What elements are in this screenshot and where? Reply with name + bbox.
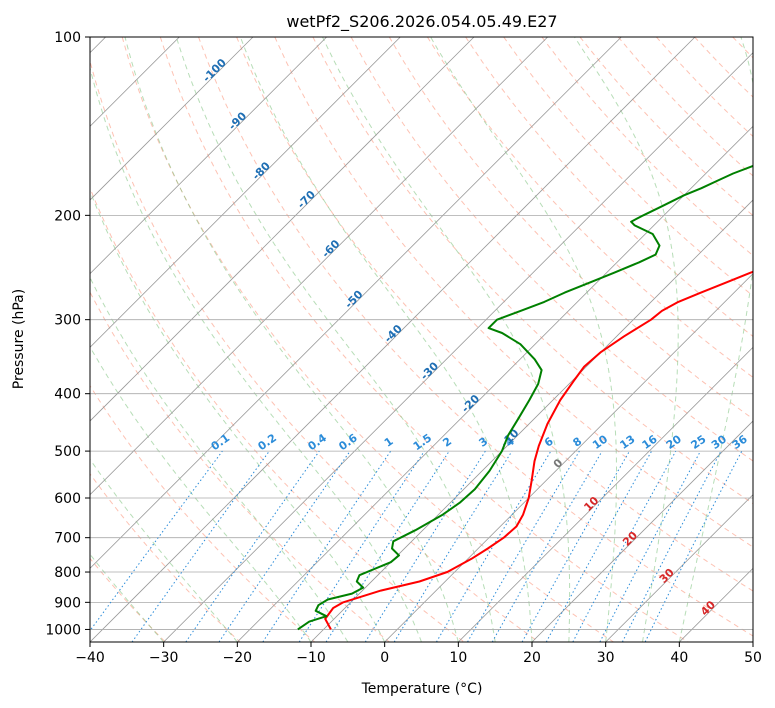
mixing-ratio-line xyxy=(644,450,743,642)
dry-adiabat-line xyxy=(312,37,753,505)
y-tick-label: 900 xyxy=(54,595,81,611)
x-axis-label: Temperature (°C) xyxy=(361,681,483,697)
dry-adiabat-line xyxy=(236,37,753,592)
dry-adiabat-line xyxy=(198,37,753,637)
isotherm-line xyxy=(90,37,254,201)
x-tick-label: −30 xyxy=(149,650,179,666)
y-axis: 1000 900 800 700 600 500 400 300 200 100 xyxy=(45,30,90,638)
mixing-ratio-line xyxy=(298,450,425,642)
mixing-ratio-line xyxy=(185,450,320,642)
plot-frame xyxy=(89,36,754,643)
x-tick-label: 50 xyxy=(744,650,762,666)
moist-adiabat-line xyxy=(90,189,386,642)
mixing-ratio-line xyxy=(90,450,223,632)
y-tick-label: 700 xyxy=(54,531,81,547)
profile-lines xyxy=(297,164,753,631)
dry-adiabat-line xyxy=(350,37,753,462)
x-tick-label: −10 xyxy=(296,650,326,666)
isotherm-line xyxy=(458,346,753,642)
x-axis: −40 −30 −20 −10 0 10 20 30 40 50 xyxy=(75,642,762,666)
isotherm-line xyxy=(384,273,753,642)
dry-adiabat-line xyxy=(90,472,241,642)
chart-title: wetPf2_S206.2026.054.05.49.E27 xyxy=(286,12,557,32)
y-axis-label: Pressure (hPa) xyxy=(11,289,27,389)
moist-adiabat-line xyxy=(239,37,533,642)
isotherm-line xyxy=(90,37,696,642)
isotherm-line xyxy=(531,420,753,642)
moist-adiabat-line xyxy=(90,458,238,642)
x-tick-label: 0 xyxy=(380,650,389,666)
isotherm-line xyxy=(163,52,753,642)
x-tick-label: 30 xyxy=(597,650,615,666)
dry-adiabat-line xyxy=(90,186,465,642)
mixing-ratio-line xyxy=(572,450,677,642)
mixing-ratio-line xyxy=(131,450,270,642)
y-tick-label: 800 xyxy=(54,565,81,581)
moist-adiabat-line xyxy=(124,37,459,642)
isotherm-line xyxy=(90,37,401,348)
mixing-ratio-line xyxy=(393,450,513,642)
background-lines xyxy=(90,37,753,642)
y-tick-label: 500 xyxy=(54,444,81,460)
mixing-ratio-line xyxy=(521,450,630,642)
dry-adiabat-line xyxy=(121,37,614,642)
x-tick-label: 10 xyxy=(449,650,467,666)
dry-adiabat-line xyxy=(503,37,753,297)
isotherm-line xyxy=(90,37,475,422)
isotherm-line xyxy=(605,494,753,642)
moist-adiabat-line xyxy=(90,553,165,642)
x-tick-label: 20 xyxy=(523,650,541,666)
y-tick-label: 400 xyxy=(54,387,81,403)
moist-adiabat-line xyxy=(322,37,571,642)
y-tick-label: 200 xyxy=(54,208,81,224)
x-tick-label: 40 xyxy=(670,650,688,666)
y-tick-label: 600 xyxy=(54,491,81,507)
mixing-ratio-line xyxy=(262,450,392,642)
moist-adiabat-line xyxy=(175,37,496,642)
isotherm-line xyxy=(237,125,753,642)
moist-adiabat-line xyxy=(574,37,679,642)
isotherm-line xyxy=(90,37,327,275)
isotherm-line xyxy=(90,37,622,569)
x-tick-label: −40 xyxy=(75,650,105,666)
y-tick-label: 100 xyxy=(54,30,81,46)
dry-adiabat-line xyxy=(90,384,316,642)
dewpoint-profile-line xyxy=(297,164,753,631)
y-tick-label: 1000 xyxy=(45,622,81,638)
x-tick-label: −20 xyxy=(223,650,253,666)
moist-adiabat-line xyxy=(90,65,422,642)
dry-adiabat-line xyxy=(90,59,540,642)
mixing-ratio-line xyxy=(218,450,351,642)
isotherm-line xyxy=(310,199,753,642)
temperature-profile-line xyxy=(324,270,753,630)
y-tick-label: 300 xyxy=(54,313,81,329)
mixing-ratio-line xyxy=(325,450,450,642)
moist-adiabat-line xyxy=(90,345,312,642)
dry-adiabat-line xyxy=(90,557,166,642)
dry-adiabat-line xyxy=(90,291,390,642)
isotherm-line xyxy=(90,37,548,496)
moist-adiabat-line xyxy=(430,37,617,642)
moist-adiabat-line xyxy=(90,276,349,642)
mixing-ratio-line xyxy=(545,450,653,642)
